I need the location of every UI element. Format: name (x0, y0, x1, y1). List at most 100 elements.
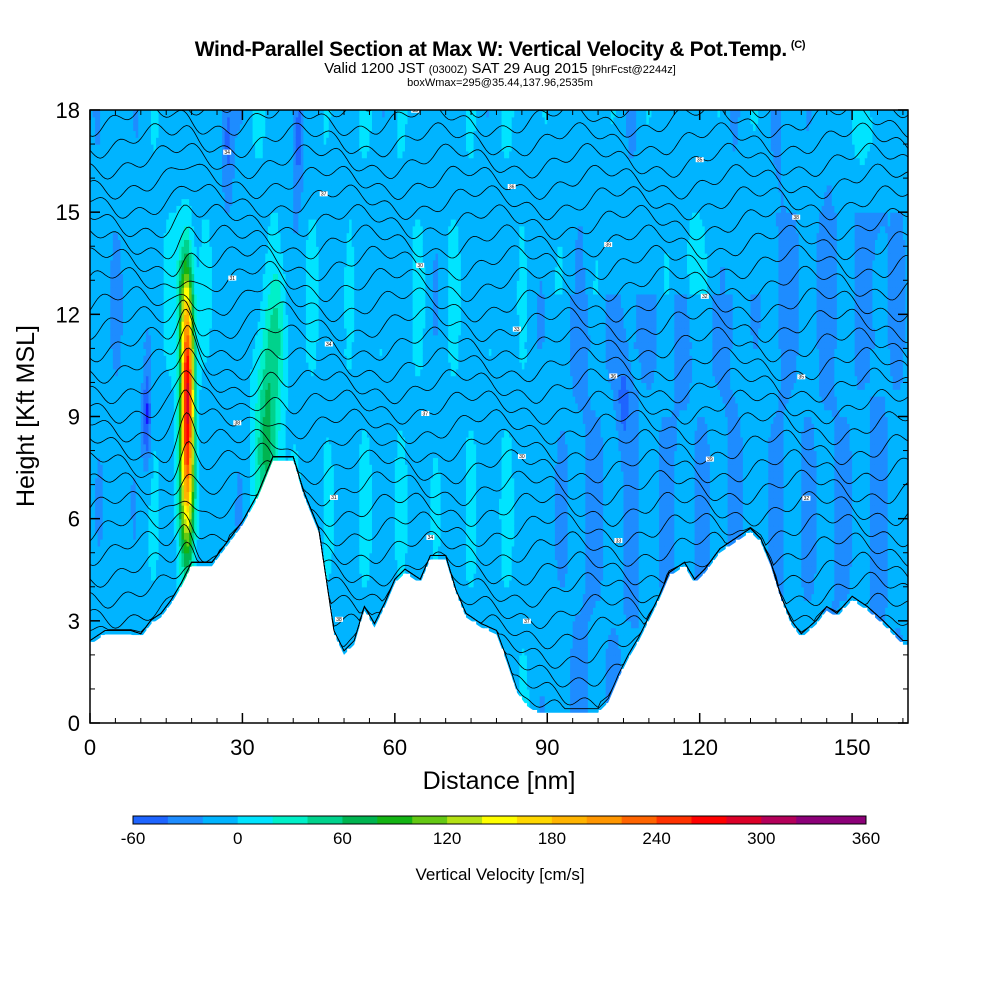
velocity-cell (100, 559, 104, 567)
velocity-cell (92, 321, 96, 329)
velocity-cell (102, 505, 106, 513)
velocity-cell (97, 545, 101, 554)
velocity-cell (107, 198, 111, 206)
velocity-cell (110, 409, 114, 418)
velocity-cell (95, 416, 99, 424)
velocity-cell (115, 334, 119, 343)
velocity-cell (105, 225, 109, 234)
velocity-cell (123, 293, 127, 302)
velocity-cell (115, 423, 119, 431)
velocity-cell (92, 130, 96, 138)
velocity-cell (92, 559, 96, 567)
velocity-cell (90, 300, 94, 309)
velocity-cell (97, 436, 101, 445)
velocity-cell (107, 450, 111, 458)
velocity-cell (100, 552, 104, 561)
velocity-cell (120, 205, 124, 213)
velocity-cell (120, 321, 124, 329)
velocity-cell (107, 511, 111, 520)
velocity-cell (125, 593, 129, 601)
velocity-cell (120, 498, 124, 506)
velocity-cell (102, 375, 106, 384)
velocity-cell (120, 287, 124, 295)
velocity-cell (100, 532, 104, 540)
velocity-cell (115, 573, 119, 581)
velocity-cell (92, 396, 96, 404)
velocity-cell (123, 225, 127, 234)
valid-prefix: Valid 1200 JST (324, 60, 424, 77)
velocity-cell (120, 559, 124, 567)
velocity-cell (97, 409, 101, 418)
velocity-cell (100, 375, 104, 384)
velocity-cell (123, 321, 127, 329)
velocity-cell (92, 402, 96, 411)
velocity-cell (105, 144, 109, 152)
velocity-cell (120, 436, 124, 445)
velocity-cell (110, 525, 114, 533)
velocity-cell (123, 341, 127, 349)
velocity-cell (117, 253, 122, 261)
velocity-cell (117, 300, 122, 309)
velocity-cell (117, 484, 122, 493)
velocity-cell (117, 511, 122, 520)
velocity-cell (120, 375, 124, 384)
velocity-cell (105, 123, 109, 132)
velocity-cell (92, 457, 96, 465)
velocity-cell (123, 423, 127, 431)
velocity-cell (112, 457, 116, 465)
velocity-cell (123, 355, 127, 363)
velocity-cell (102, 573, 106, 581)
velocity-cell (90, 123, 94, 132)
velocity-cell (95, 137, 99, 145)
velocity-cell (120, 191, 124, 200)
velocity-cell (95, 627, 99, 636)
velocity-cell (97, 334, 101, 343)
velocity-cell (100, 130, 104, 138)
velocity-cell (120, 348, 124, 356)
velocity-cell (115, 389, 119, 397)
velocity-cell (102, 498, 106, 506)
velocity-cell (100, 511, 104, 520)
velocity-cell (105, 178, 109, 186)
velocity-cell (123, 205, 127, 213)
velocity-cell (120, 539, 124, 547)
velocity-cell (105, 600, 109, 608)
velocity-cell (102, 137, 106, 145)
velocity-cell (117, 614, 122, 622)
velocity-cell (92, 287, 96, 295)
velocity-cell (90, 164, 94, 172)
velocity-cell (97, 212, 101, 220)
velocity-cell (92, 607, 96, 615)
velocity-cell (115, 559, 119, 567)
velocity-cell (107, 341, 111, 349)
velocity-cell (112, 545, 116, 554)
velocity-cell (117, 212, 122, 220)
velocity-cell (120, 130, 124, 138)
velocity-cell (120, 430, 124, 438)
velocity-cell (110, 362, 114, 370)
velocity-cell (110, 259, 114, 268)
velocity-cell (102, 382, 106, 390)
velocity-cell (107, 443, 111, 452)
velocity-cell (107, 525, 111, 533)
velocity-cell (92, 430, 96, 438)
velocity-cell (100, 566, 104, 574)
velocity-cell (112, 253, 116, 261)
velocity-cell (107, 259, 111, 268)
velocity-cell (117, 627, 122, 636)
velocity-cell (90, 259, 94, 268)
velocity-cell (92, 518, 96, 527)
velocity-cell (105, 287, 109, 295)
velocity-cell (115, 511, 119, 520)
velocity-cell (115, 273, 119, 281)
velocity-cell (117, 110, 122, 118)
velocity-cell (112, 273, 116, 281)
velocity-cell (110, 116, 114, 125)
velocity-cell (90, 266, 94, 275)
velocity-cell (120, 382, 124, 390)
velocity-cell (115, 314, 119, 322)
velocity-cell (90, 341, 94, 349)
velocity-cell (110, 137, 114, 145)
velocity-cell (115, 287, 119, 295)
velocity-cell (112, 362, 116, 370)
